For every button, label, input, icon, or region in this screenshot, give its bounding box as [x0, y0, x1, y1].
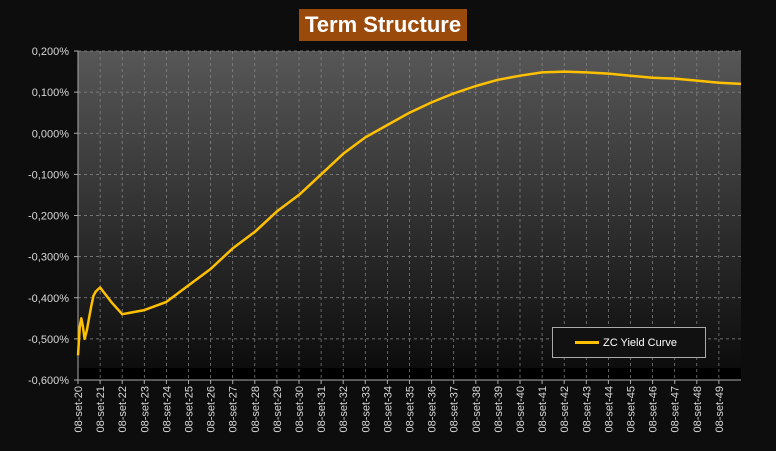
x-tick-label: 08-set-44: [603, 386, 615, 432]
x-tick-label: 08-set-33: [360, 386, 372, 432]
y-tick-label: -0,300%: [28, 252, 69, 264]
y-tick-label: -0,100%: [28, 169, 69, 181]
x-tick-label: 08-set-48: [692, 386, 704, 432]
chart-title: Term Structure: [299, 9, 468, 41]
x-tick-label: 08-set-23: [139, 386, 151, 432]
legend-swatch: [575, 341, 599, 344]
x-tick-label: 08-set-38: [471, 386, 483, 432]
x-tick-label: 08-set-37: [449, 386, 461, 432]
legend-label: ZC Yield Curve: [603, 336, 677, 349]
y-tick-label: 0,100%: [32, 87, 70, 99]
x-tick-label: 08-set-31: [316, 386, 328, 432]
x-tick-label: 08-set-34: [382, 386, 394, 432]
y-tick-label: -0,600%: [28, 375, 69, 387]
x-tick-label: 08-set-42: [559, 386, 571, 432]
y-tick-label: 0,000%: [32, 128, 70, 140]
x-tick-label: 08-set-21: [95, 386, 107, 432]
x-tick-label: 08-set-47: [670, 386, 682, 432]
x-tick-label: 08-set-43: [581, 386, 593, 432]
x-tick-label: 08-set-24: [161, 386, 173, 432]
legend: ZC Yield Curve: [552, 327, 706, 358]
x-tick-label: 08-set-30: [294, 386, 306, 432]
series-line-zc-yield-curve: [76, 70, 742, 356]
x-tick-label: 08-set-36: [427, 386, 439, 432]
y-tick-label: -0,400%: [28, 293, 69, 305]
x-tick-label: 08-set-25: [184, 386, 196, 432]
x-tick-label: 08-set-45: [626, 386, 638, 432]
x-tick-label: 08-set-35: [405, 386, 417, 432]
y-tick-label: -0,200%: [28, 211, 69, 223]
plot-bottom-band: [78, 368, 741, 380]
x-tick-label: 08-set-32: [338, 386, 350, 432]
x-tick-label: 08-set-49: [714, 386, 726, 432]
x-tick-label: 08-set-29: [272, 386, 284, 432]
x-tick-label: 08-set-26: [206, 386, 218, 432]
x-tick-label: 08-set-22: [117, 386, 129, 432]
x-tick-label: 08-set-27: [228, 386, 240, 432]
x-tick-label: 08-set-41: [537, 386, 549, 432]
x-tick-label: 08-set-40: [515, 386, 527, 432]
x-tick-label: 08-set-39: [493, 386, 505, 432]
y-tick-label: -0,500%: [28, 334, 69, 346]
x-tick-label: 08-set-46: [648, 386, 660, 432]
y-tick-label: 0,200%: [32, 46, 70, 58]
x-tick-label: 08-set-28: [250, 386, 262, 432]
x-tick-label: 08-set-20: [73, 386, 85, 432]
